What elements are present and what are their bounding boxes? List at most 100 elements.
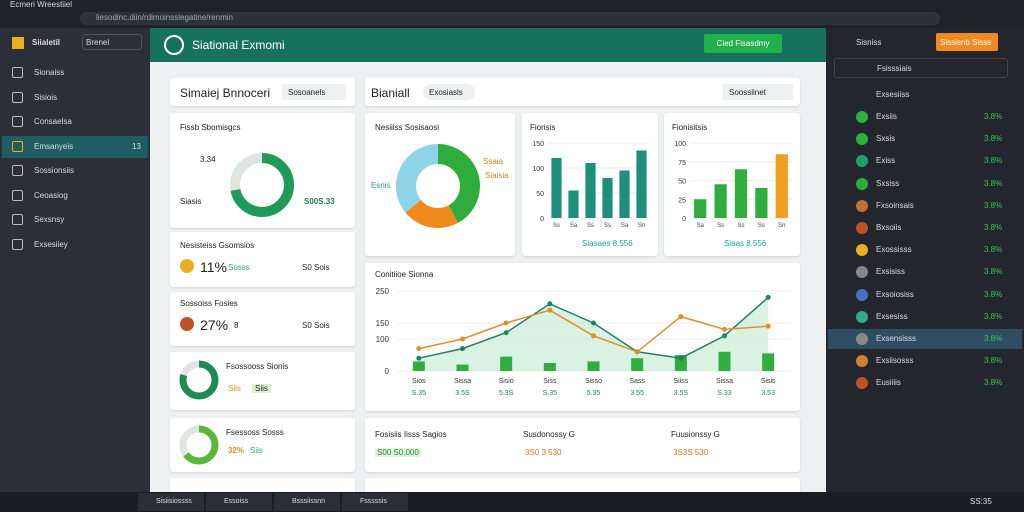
header-logo [164, 35, 184, 55]
subheader: Exsesiiss [876, 90, 910, 99]
value-label: 3.5S [674, 390, 689, 397]
list-item[interactable]: Exossisss 3.8% [828, 240, 1022, 260]
bar [500, 356, 513, 371]
list-item[interactable]: Sxsiss 3.8% [828, 174, 1022, 194]
label: Siis [252, 384, 271, 393]
nav-item[interactable]: Sexsnsy [2, 209, 148, 231]
x-tick-label: Sa [570, 223, 578, 229]
point [460, 346, 465, 352]
pie-card: Nesiiiss Sosisaosi Esnis Ssaia Siaisia [365, 113, 515, 256]
label: Ssaia [483, 157, 504, 166]
item-value: 3.8% [984, 223, 1003, 232]
list-item[interactable]: Exsesiss 3.8% [828, 307, 1022, 327]
address-bar[interactable] [80, 12, 940, 25]
item-icon [856, 155, 868, 168]
metric-card: Nesisteiss Gsomsios 11% Sosss S0 Sois [170, 232, 355, 287]
y-tick-label: 50 [536, 191, 544, 198]
point [591, 320, 596, 326]
card-title: Sossoiss Fosies [180, 299, 238, 308]
y-tick-label: 100 [674, 141, 686, 148]
nav-item[interactable]: Sossionsiis [2, 160, 148, 182]
select[interactable]: Soosslinet [723, 84, 793, 100]
nav-icon [12, 214, 23, 225]
bar [762, 353, 775, 371]
y-tick-label: 75 [678, 160, 686, 167]
footer: Siaas 8.556 [724, 239, 767, 248]
value-label: S.35 [412, 390, 427, 397]
taskbar-app[interactable]: Bsssiissnn [274, 493, 340, 511]
x-tick-label: Sn [638, 223, 645, 229]
item-icon [856, 222, 868, 234]
list-item[interactable]: Exsoiosiss 3.8% [828, 285, 1022, 305]
list-item[interactable]: Bxsoiis 3.8% [828, 218, 1022, 238]
app-label: Fsssssis [360, 498, 387, 505]
list-item[interactable]: Eusiiiis 3.8% [828, 373, 1022, 393]
bar [718, 351, 731, 371]
workspace-select[interactable]: Brenel [82, 34, 142, 50]
donut-card: Fsessoss Sosss 32% Siis [170, 418, 355, 472]
y-tick-label: 100 [532, 166, 544, 173]
item-name: Exossisss [876, 245, 912, 255]
app-label: Sisiisiossss [156, 498, 192, 505]
bar [694, 199, 707, 218]
point [503, 330, 509, 336]
label: 3.34 [200, 155, 216, 164]
item-value: 3.8% [984, 378, 1003, 388]
x-tick-label: Siss [543, 378, 557, 385]
search[interactable]: Fsisssiais [834, 58, 1008, 78]
nav-item[interactable]: Sisiois [2, 87, 148, 109]
bar [543, 363, 556, 371]
donut-chart [179, 360, 219, 400]
taskbar-app[interactable]: Fsssssis [342, 493, 408, 511]
nav-label: Ceoasiog [34, 190, 68, 200]
bar [775, 154, 788, 218]
nav-item[interactable]: Exsesiiey [2, 234, 148, 256]
nav-item[interactable]: Consaelsa [2, 111, 148, 133]
point [591, 333, 596, 339]
list-item[interactable]: Exsiis 3.8% [828, 107, 1022, 127]
list-item[interactable]: Exsisiss 3.8% [828, 262, 1022, 282]
x-tick-label: Sissa [716, 378, 733, 385]
select[interactable]: Sosoanels [282, 84, 346, 100]
item-icon [856, 244, 868, 257]
list-item[interactable]: Fxsoinsais 3.8% [828, 196, 1022, 216]
label: S00S.33 [304, 197, 335, 206]
stat-title: Fosisiis Iisss Sagios [375, 430, 447, 439]
icon [180, 317, 194, 331]
header-button[interactable]: Cied Fisasdmy [704, 34, 782, 53]
x-tick-label: Ss [587, 223, 594, 229]
clock: SS:35 [970, 497, 992, 506]
donut-segment [179, 425, 219, 465]
item-icon [856, 310, 868, 323]
nav-item[interactable]: Ceoasiog [2, 185, 148, 207]
taskbar-app[interactable]: Essoiss [206, 493, 272, 511]
point [503, 320, 509, 326]
x-tick-label: Sn [778, 223, 785, 229]
taskbar-app[interactable]: Sisiisiossss [138, 493, 204, 511]
nav-label: Sossionsiis [34, 166, 75, 175]
list-item[interactable]: Sxsis 3.8% [828, 129, 1022, 149]
item-value: 3.8% [984, 356, 1003, 366]
sidebar: Siialetil Brenel Sionaiss Sisiois Consaels… [0, 28, 150, 492]
item-name: Exsensisss [876, 334, 917, 343]
nav-item[interactable]: Emsanyeis 13 [2, 135, 148, 158]
list-item[interactable]: Exiss 3.8% [828, 151, 1022, 171]
list-item[interactable]: Exsensisss 3.8% [828, 329, 1022, 349]
panel-left: Simaiej Bnnoceri Sosoanels [170, 78, 355, 106]
y-tick-label: 25 [678, 197, 686, 204]
item-value: 3.8% [984, 200, 1003, 210]
button[interactable]: Sissisnb Sisss [936, 33, 998, 51]
item-name: Exsoiosiss [876, 289, 914, 299]
panel-title: Simaiej Bnnoceri [180, 86, 271, 100]
tab[interactable]: Ecmeri Wreestiiel [10, 0, 73, 9]
item-value: 3.8% [984, 267, 1003, 277]
card-title: Nesisteiss Gsomsios [180, 241, 255, 250]
list-item[interactable]: Exsiisosss 3.8% [828, 351, 1022, 371]
select[interactable]: Exosiasls [423, 84, 475, 100]
icon [180, 259, 194, 273]
point [765, 323, 771, 329]
nav-item[interactable]: Sionaiss [2, 62, 148, 84]
item-name: Eusiiiis [876, 378, 901, 388]
nav-icon [12, 238, 23, 250]
value-label: 3.53 [761, 390, 775, 397]
